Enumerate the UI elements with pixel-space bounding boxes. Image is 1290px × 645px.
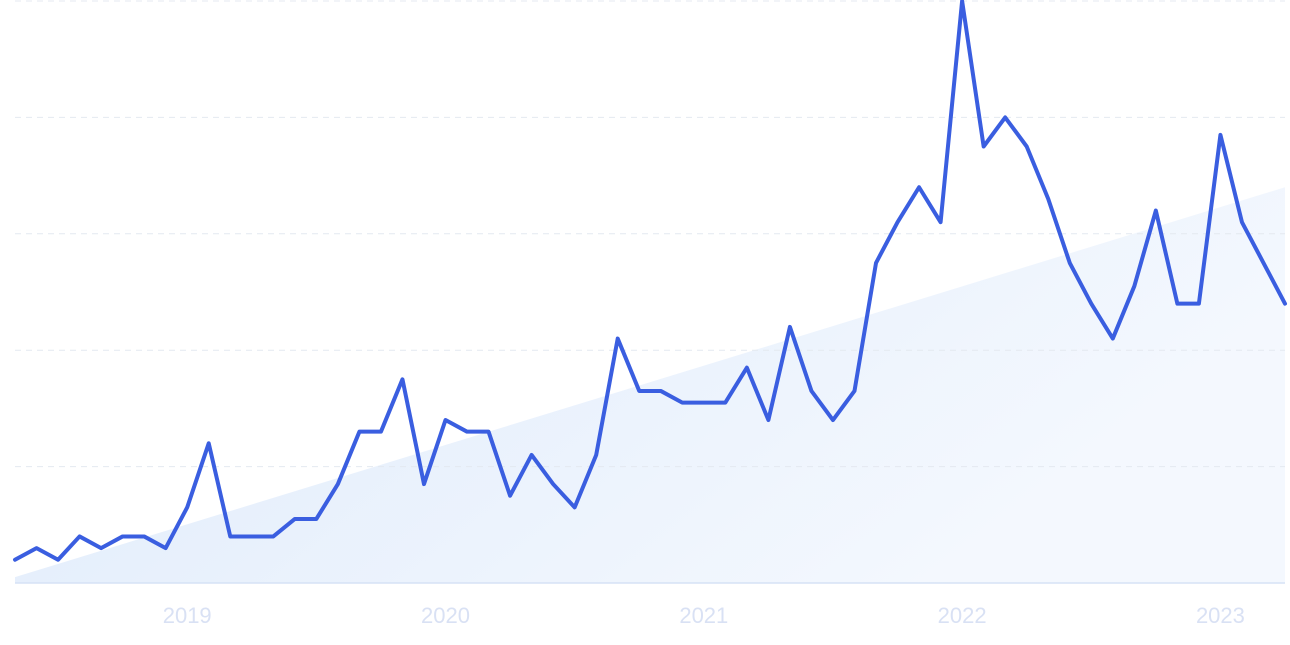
trend-area: [15, 187, 1285, 584]
x-tick-label: 2022: [938, 603, 987, 628]
x-tick-label: 2021: [679, 603, 728, 628]
trend-line: [13, 0, 1287, 562]
x-tick-label: 2019: [163, 603, 212, 628]
x-tick-label: 2020: [421, 603, 470, 628]
x-tick-label: 2023: [1196, 603, 1245, 628]
